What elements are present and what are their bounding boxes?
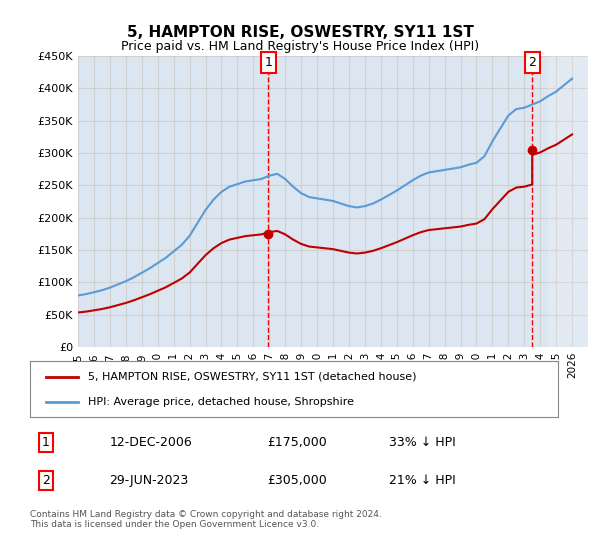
Text: 1: 1 bbox=[42, 436, 50, 449]
Text: £305,000: £305,000 bbox=[268, 474, 328, 487]
Text: 12-DEC-2006: 12-DEC-2006 bbox=[109, 436, 192, 449]
Text: 5, HAMPTON RISE, OSWESTRY, SY11 1ST (detached house): 5, HAMPTON RISE, OSWESTRY, SY11 1ST (det… bbox=[88, 372, 416, 382]
Text: Price paid vs. HM Land Registry's House Price Index (HPI): Price paid vs. HM Land Registry's House … bbox=[121, 40, 479, 53]
Text: £175,000: £175,000 bbox=[268, 436, 328, 449]
Text: HPI: Average price, detached house, Shropshire: HPI: Average price, detached house, Shro… bbox=[88, 396, 354, 407]
Text: 33% ↓ HPI: 33% ↓ HPI bbox=[389, 436, 456, 449]
Text: 21% ↓ HPI: 21% ↓ HPI bbox=[389, 474, 456, 487]
Text: 2: 2 bbox=[528, 56, 536, 69]
Text: 29-JUN-2023: 29-JUN-2023 bbox=[109, 474, 188, 487]
Text: 5, HAMPTON RISE, OSWESTRY, SY11 1ST: 5, HAMPTON RISE, OSWESTRY, SY11 1ST bbox=[127, 25, 473, 40]
Bar bbox=[548, 56, 588, 347]
Text: 2: 2 bbox=[42, 474, 50, 487]
Text: 1: 1 bbox=[265, 56, 272, 69]
Text: Contains HM Land Registry data © Crown copyright and database right 2024.
This d: Contains HM Land Registry data © Crown c… bbox=[30, 510, 382, 529]
